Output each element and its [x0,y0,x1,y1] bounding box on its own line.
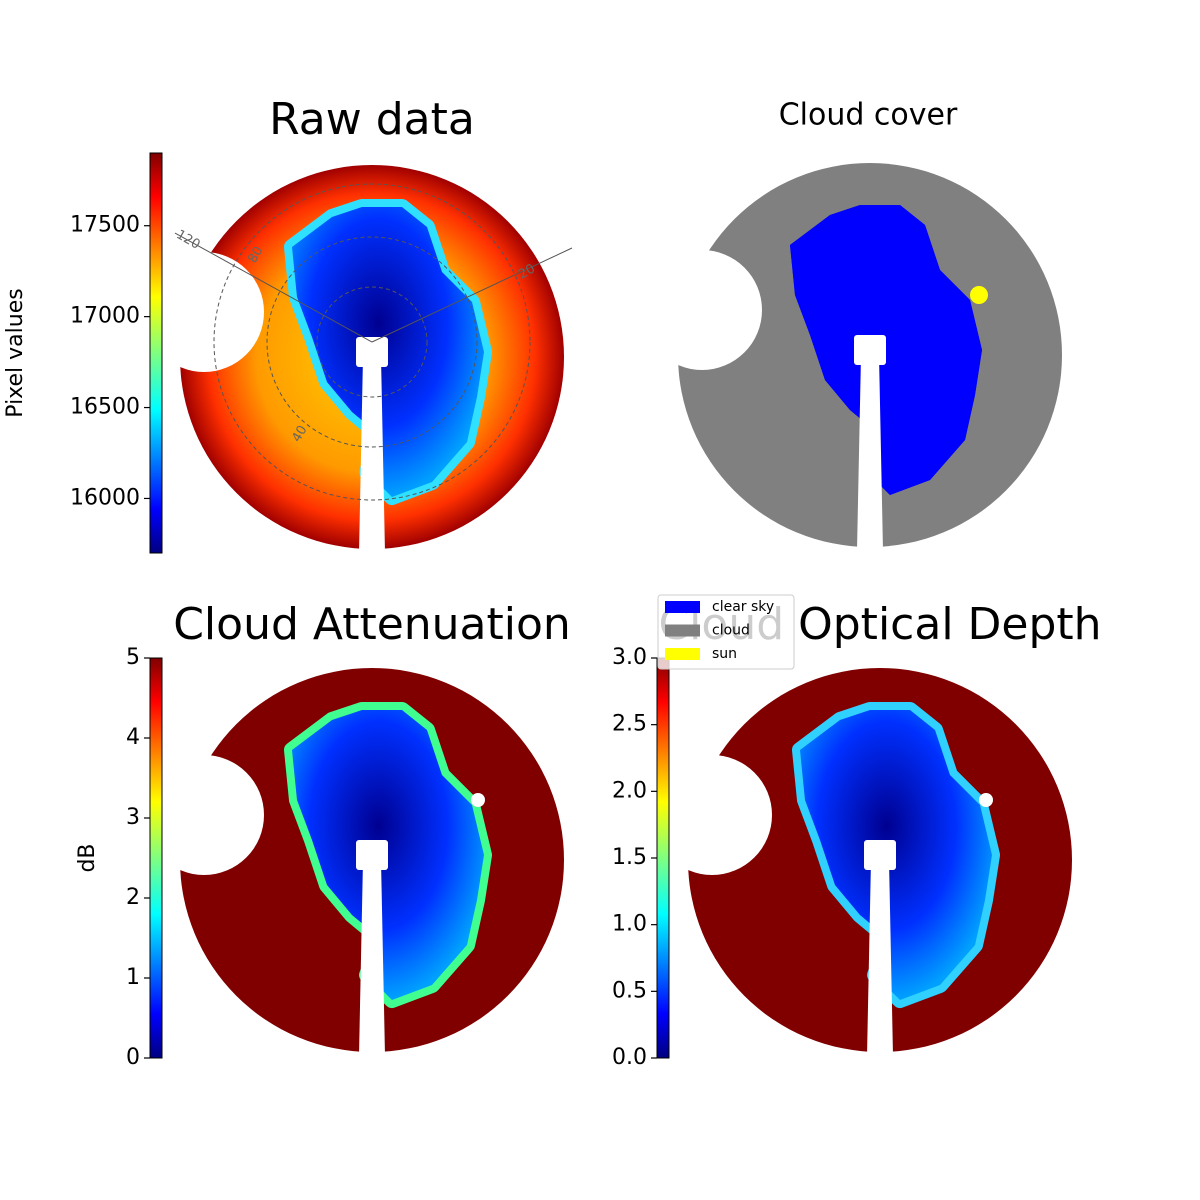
sky-image [642,163,1062,551]
colorbar-tick-label: 1.0 [612,912,647,937]
sun [970,286,988,304]
mast-mask [359,357,385,553]
panel-title: Raw data [269,94,475,145]
polar-circle [316,286,428,398]
legend-swatch [665,601,700,613]
mast-head [864,840,896,870]
polar-grid [174,183,573,501]
panel: 120 80 20 40 Raw data 16000 16500 17000 17500 Pix… [3,94,573,554]
obstacle-mask [652,755,772,875]
colorbar-label: Pixel values [3,288,28,417]
polar-label: 20 [516,261,538,282]
colorbar-tick-label: 1 [126,965,140,990]
polar-circle [213,183,531,501]
mast-mask [359,860,385,1056]
colorbar-label: dB [75,843,100,872]
legend-label: sun [712,646,737,662]
colorbar [149,657,163,1059]
panel-title: Cloud cover [779,98,958,133]
polar-label: 80 [245,244,266,266]
mast-mask [857,355,883,551]
colorbar-tick-label: 2.0 [612,778,647,803]
colorbar-tick-label: 2.5 [612,712,647,737]
sky-image [144,165,564,553]
panel-title: Cloud Attenuation [173,599,571,650]
polar-label: 40 [289,423,310,445]
mast-head [356,840,388,870]
obstacle-mask [144,252,264,372]
panel: Cloud cover [642,98,1062,551]
colorbar-tick-label: 3 [126,805,140,830]
colorbar-tick-label: 0.0 [612,1045,647,1070]
obstacle-mask [642,250,762,370]
mast-head [356,337,388,367]
colorbar-tick-label: 3.0 [612,645,647,670]
colorbar-tick-label: 17000 [70,304,140,329]
colorbar-tick-label: 16500 [70,395,140,420]
legend-swatch [665,624,700,637]
panel: Cloud Attenuation 0 1 2 3 4 5 dB [75,599,571,1070]
legend: clear sky cloud sun [657,594,795,670]
polar-spoke [371,247,573,343]
colorbar-tick-label: 2 [126,885,140,910]
colorbar [656,657,670,1059]
mast-head [854,335,886,365]
colorbar-tick-label: 0.5 [612,978,647,1003]
mast-mask [867,860,893,1056]
polar-circle [266,236,478,448]
colorbar-tick-label: 17500 [70,213,140,238]
colorbar-tick-label: 0 [126,1045,140,1070]
sky-image [652,668,1072,1056]
sun-mask [979,793,993,807]
obstacle-mask [144,755,264,875]
sky-image [144,668,564,1056]
colorbar-tick-label: 5 [126,645,140,670]
legend-swatch [665,648,700,660]
legend-label: clear sky [712,599,774,615]
colorbar-tick-label: 1.5 [612,845,647,870]
polar-label: 120 [173,227,202,252]
colorbar [149,152,163,554]
legend-label: cloud [712,623,750,639]
sun-mask [471,793,485,807]
polar-spoke [174,232,373,343]
colorbar-tick-label: 16000 [70,485,140,510]
colorbar-tick-label: 4 [126,725,140,750]
